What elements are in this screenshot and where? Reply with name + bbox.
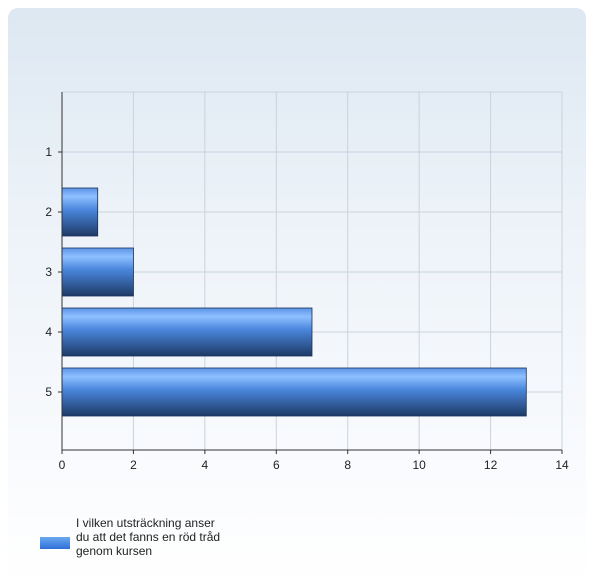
y-tick-label-1: 1: [45, 145, 52, 159]
y-tick-label-4: 4: [45, 325, 52, 339]
bar-5: [61, 367, 527, 417]
legend-swatch: [40, 537, 70, 549]
y-tick-label-3: 3: [45, 265, 52, 279]
x-tick-label-8: 8: [344, 458, 351, 472]
legend-label: I vilken utsträckning anser du att det f…: [76, 516, 221, 558]
x-tick-label-10: 10: [412, 458, 426, 472]
y-tick-label-5: 5: [45, 385, 52, 399]
x-tick-label-2: 2: [130, 458, 137, 472]
x-tick-label-12: 12: [484, 458, 498, 472]
legend: I vilken utsträckning anser du att det f…: [40, 516, 240, 558]
y-tick-label-2: 2: [45, 205, 52, 219]
x-tick-label-4: 4: [202, 458, 209, 472]
chart-panel: [8, 8, 586, 586]
bar-4: [61, 307, 313, 357]
x-tick-label-6: 6: [273, 458, 280, 472]
x-tick-label-0: 0: [59, 458, 66, 472]
bar-3: [61, 247, 134, 297]
bar-2: [61, 187, 99, 237]
x-tick-label-14: 14: [555, 458, 569, 472]
